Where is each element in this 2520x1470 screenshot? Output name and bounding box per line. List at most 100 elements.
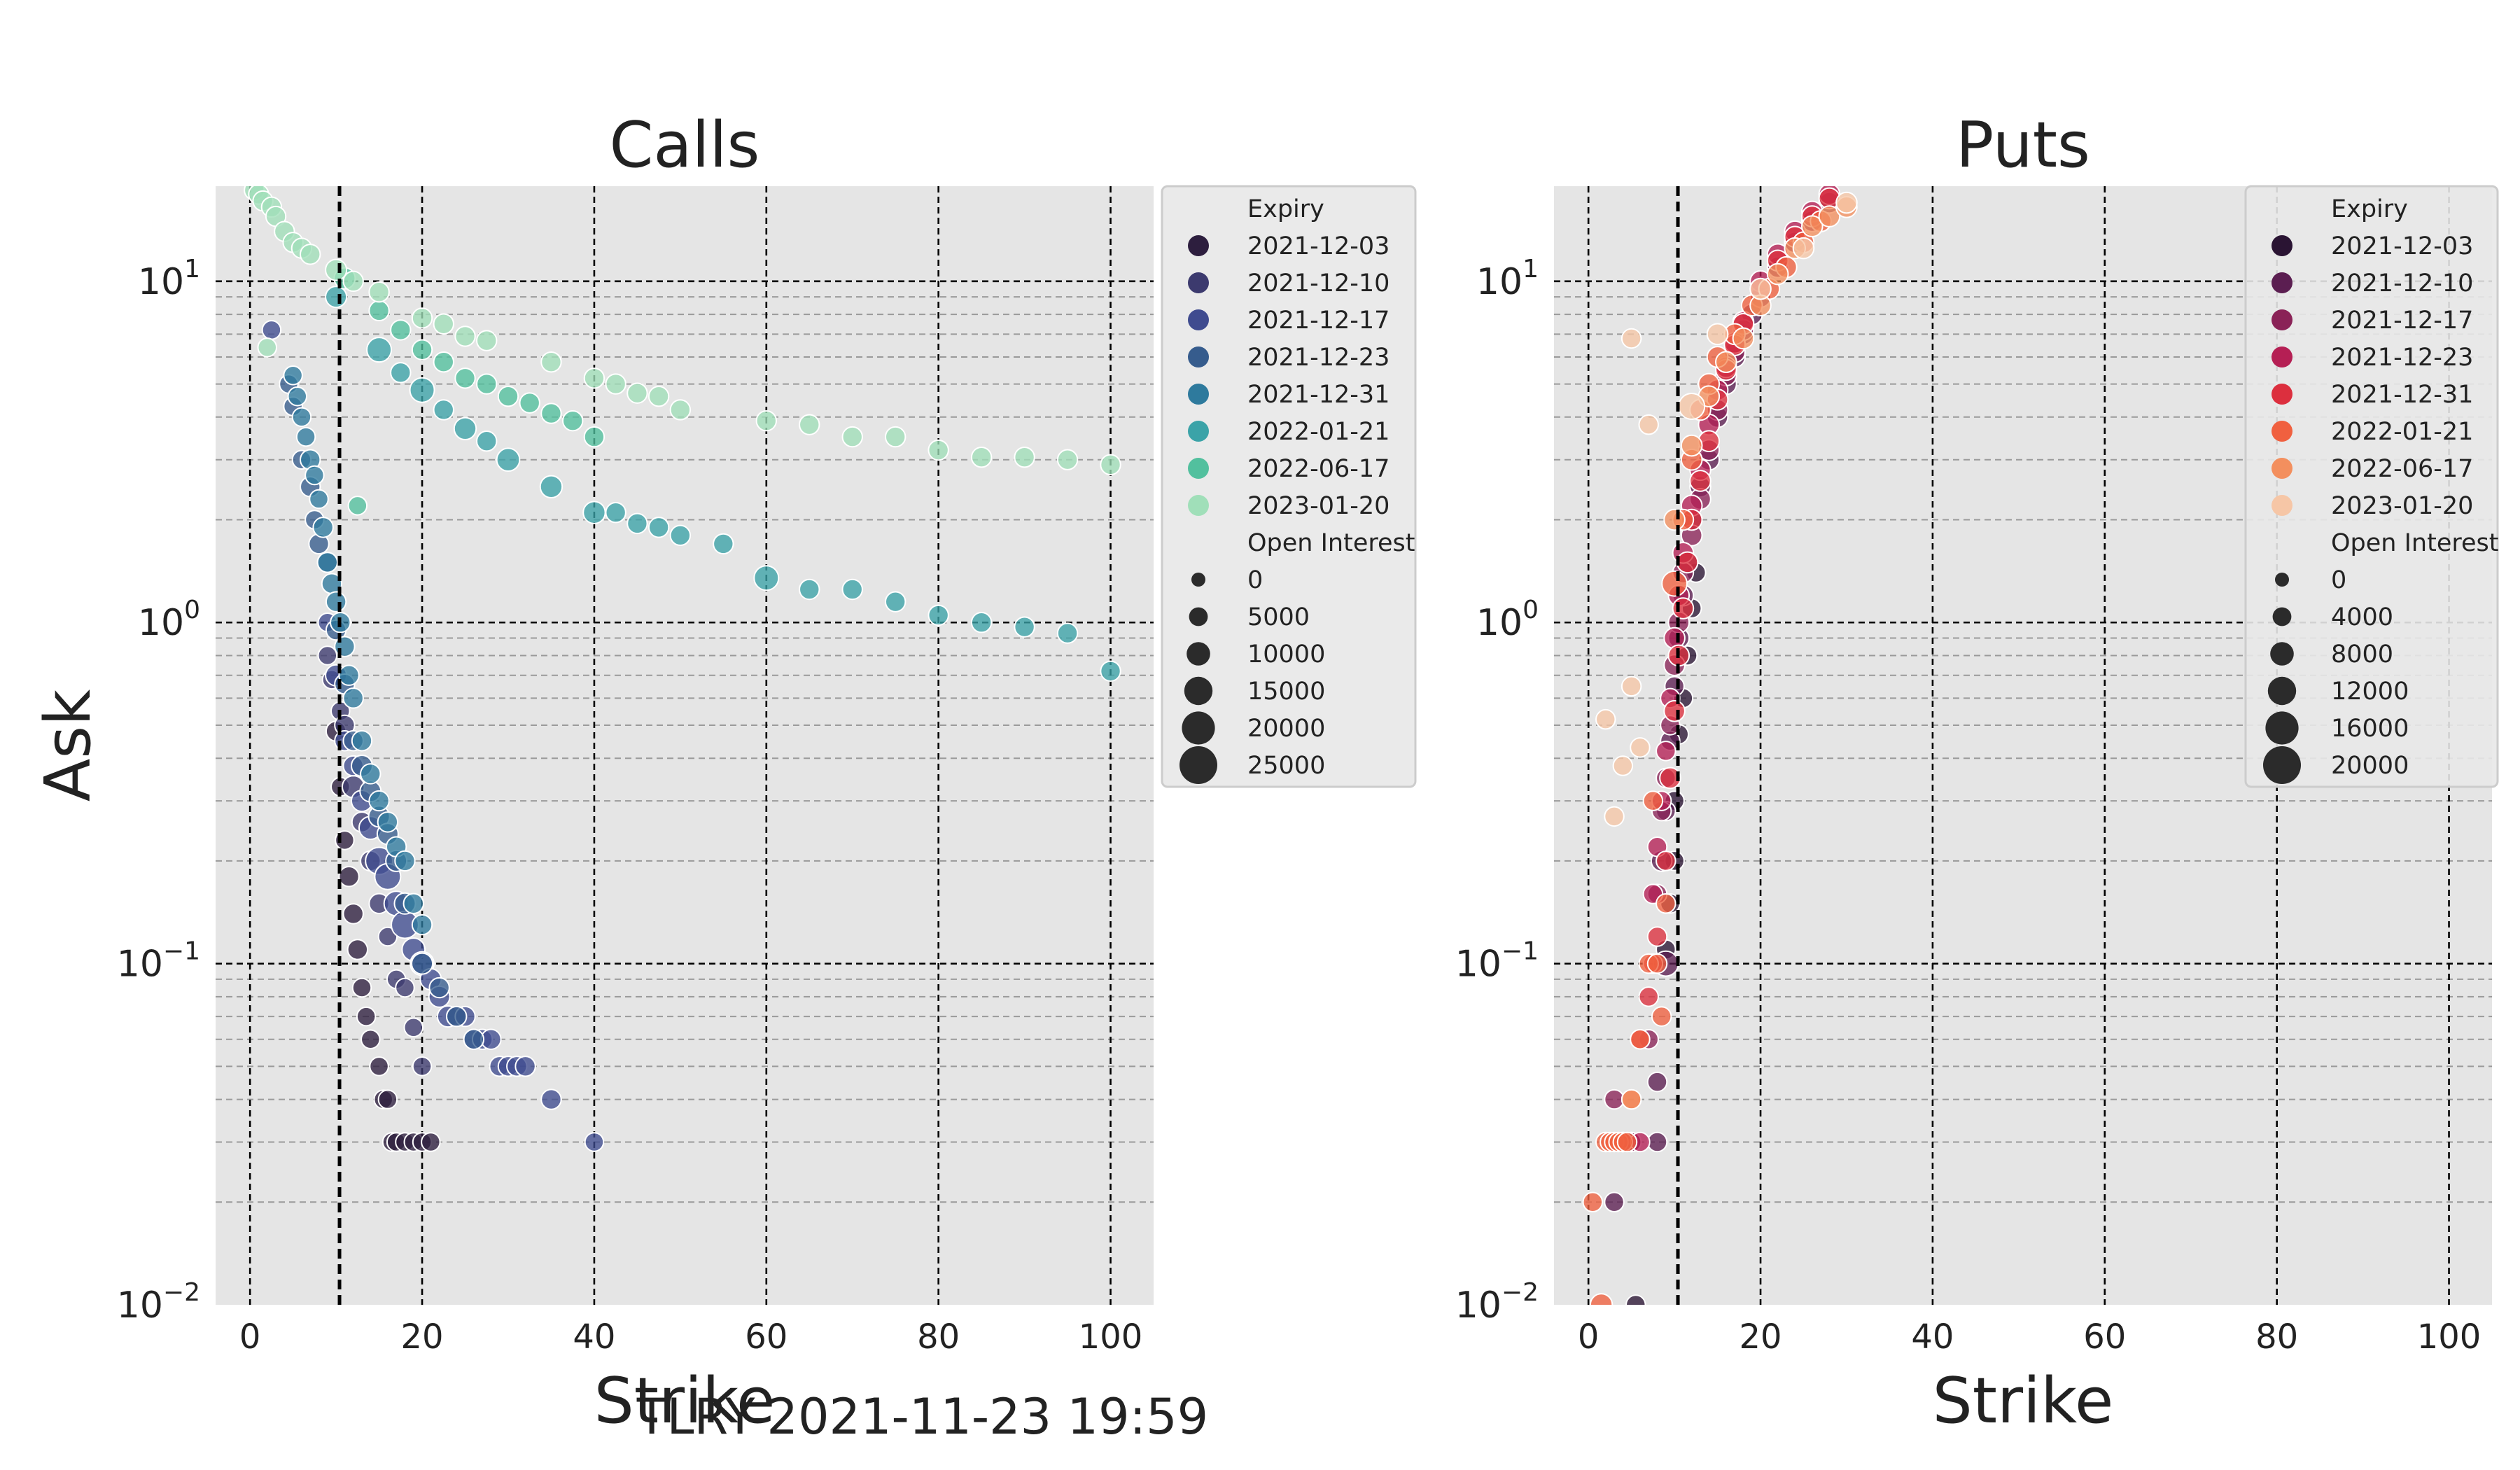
data-point <box>1642 790 1664 811</box>
data-point <box>368 300 390 322</box>
calls-scatter-points <box>244 186 1121 1152</box>
data-point <box>377 1089 398 1110</box>
data-point <box>1100 454 1121 476</box>
data-point <box>409 377 435 403</box>
legend-hue-entry: 2023-01-20 <box>1247 492 1390 520</box>
data-point <box>1792 237 1815 260</box>
legend-hue-marker <box>1188 346 1209 368</box>
legend-size-entry: 4000 <box>2331 603 2393 631</box>
data-point <box>412 1056 433 1077</box>
data-point <box>583 426 606 448</box>
data-point <box>584 1132 605 1152</box>
y-tick-label: 10−2 <box>117 1278 200 1326</box>
data-point <box>304 465 325 486</box>
legend-size-marker <box>2265 711 2299 745</box>
data-point <box>799 578 820 601</box>
x-tick-label: 20 <box>1740 1317 1782 1357</box>
data-point <box>583 368 606 389</box>
data-point <box>540 351 562 373</box>
data-point <box>283 365 303 386</box>
data-point <box>1589 1293 1614 1305</box>
calls-y-axis-label: Ask <box>31 690 105 802</box>
data-point <box>377 811 399 833</box>
data-point <box>514 1056 536 1077</box>
legend-frame <box>1161 185 1417 788</box>
data-point <box>309 489 329 510</box>
y-tick-label: 101 <box>1476 255 1539 303</box>
data-point <box>1678 393 1706 420</box>
data-point <box>1646 1131 1668 1153</box>
data-point <box>626 512 648 535</box>
data-point <box>1014 447 1035 468</box>
data-point <box>325 286 348 309</box>
legend-hue-marker <box>2272 235 2292 256</box>
data-point <box>411 339 433 360</box>
legend-size-entry: 0 <box>2331 566 2346 594</box>
data-point <box>463 1028 485 1050</box>
legend-frame <box>2244 185 2499 788</box>
data-point <box>316 552 339 573</box>
legend-hue-marker <box>2272 272 2292 293</box>
data-point <box>453 416 477 441</box>
data-point <box>496 447 521 472</box>
puts-scatter-points <box>1582 186 1858 1305</box>
data-point <box>1835 191 1858 214</box>
data-point <box>1661 570 1688 597</box>
legend-hue-entry: 2021-12-23 <box>1247 344 1390 372</box>
legend-size-marker <box>2272 607 2292 626</box>
legend-size-marker <box>1180 746 1217 784</box>
legend-hue-entry: 2021-12-17 <box>1247 307 1390 335</box>
data-point <box>287 386 308 407</box>
legend-hue-entry: 2022-01-21 <box>1247 418 1390 446</box>
data-point <box>338 664 360 686</box>
legend-size-entry: 0 <box>1247 566 1263 594</box>
legend-hue-title: Expiry <box>1247 195 1324 223</box>
data-point <box>1616 1131 1638 1153</box>
x-tick-label: 0 <box>1578 1317 1600 1357</box>
x-tick-label: 40 <box>1911 1317 1954 1357</box>
data-point <box>366 337 393 363</box>
legend-size-marker <box>1182 711 1215 745</box>
calls-x-tick-labels: 0 20 40 60 80 100 <box>239 1317 1142 1357</box>
data-point <box>476 330 498 351</box>
legend-hue-entry: 2021-12-23 <box>2331 344 2473 372</box>
legend-size-title: Open Interest <box>1247 529 1415 557</box>
data-point <box>1659 766 1681 790</box>
data-point <box>411 307 433 329</box>
data-point <box>1630 1029 1651 1050</box>
x-tick-label: 100 <box>1079 1317 1143 1357</box>
data-point <box>1646 926 1668 947</box>
data-point <box>755 410 777 432</box>
data-point <box>1651 1006 1672 1027</box>
data-point <box>360 763 382 785</box>
data-point <box>1638 986 1659 1007</box>
legend-hue-entry: 2021-12-03 <box>2331 232 2473 260</box>
data-point <box>970 612 993 634</box>
data-point <box>402 892 424 914</box>
data-point <box>1766 262 1789 286</box>
legend-size-entry: 5000 <box>1247 603 1310 631</box>
data-point <box>1706 323 1729 346</box>
legend-hue-marker <box>1188 235 1209 256</box>
legend-size-entry: 12000 <box>2331 678 2409 706</box>
data-point <box>411 913 433 936</box>
data-point <box>669 399 692 421</box>
data-point <box>360 1029 381 1049</box>
data-point <box>476 373 498 395</box>
data-point <box>1620 328 1642 349</box>
y-tick-label: 101 <box>138 255 200 303</box>
legend-hue-entry: 2021-12-31 <box>1247 381 1390 409</box>
data-point <box>1014 616 1035 638</box>
data-point <box>295 426 316 447</box>
data-point <box>351 977 372 998</box>
data-point <box>433 313 454 335</box>
data-point <box>476 430 498 452</box>
legend-size-marker <box>1189 607 1208 626</box>
data-point <box>433 351 454 373</box>
data-point <box>411 952 434 975</box>
calls-grid <box>216 186 1154 1305</box>
data-point <box>841 578 863 601</box>
calls-x-axis-label: Strike <box>594 1364 776 1438</box>
